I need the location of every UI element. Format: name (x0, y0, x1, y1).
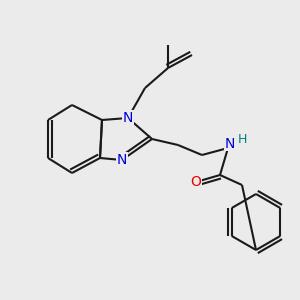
Text: H: H (238, 133, 247, 146)
Text: N: N (117, 153, 127, 167)
Text: N: N (224, 136, 235, 151)
Text: O: O (190, 175, 201, 189)
Text: N: N (123, 111, 133, 125)
